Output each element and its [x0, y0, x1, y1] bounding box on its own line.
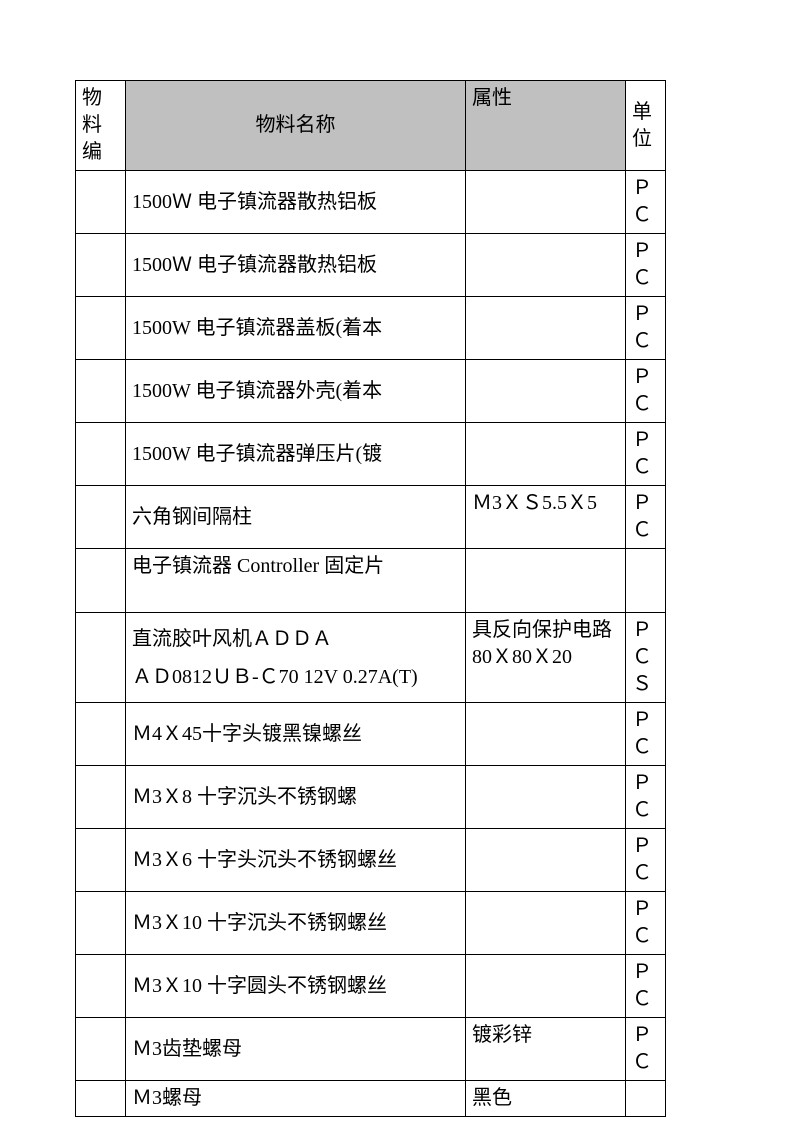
- cell-attr: [466, 892, 626, 955]
- table-row: 1500W 电子镇流器弹压片(镀 ＰＣ: [76, 423, 666, 486]
- cell-attr: [466, 955, 626, 1018]
- cell-name: 1500W 电子镇流器外壳(着本: [126, 360, 466, 423]
- cell-attr: [466, 171, 626, 234]
- cell-code: [76, 171, 126, 234]
- cell-unit: ＰＣ: [626, 234, 666, 297]
- cell-code: [76, 955, 126, 1018]
- cell-name: Ｍ3Ｘ6 十字头沉头不锈钢螺丝: [126, 829, 466, 892]
- cell-unit: ＰＣ: [626, 297, 666, 360]
- cell-attr: [466, 423, 626, 486]
- table-row: Ｍ4Ｘ45十字头镀黑镍螺丝 ＰＣ: [76, 703, 666, 766]
- materials-table: 物料编 物料名称 属性 单位 1500Ｗ 电子镇流器散热铝板 ＰＣ 1500Ｗ …: [75, 80, 666, 1117]
- table-row: Ｍ3齿垫螺母 镀彩锌 ＰＣ: [76, 1018, 666, 1081]
- materials-table-container: 物料编 物料名称 属性 单位 1500Ｗ 电子镇流器散热铝板 ＰＣ 1500Ｗ …: [75, 80, 665, 1117]
- table-row: 1500W 电子镇流器盖板(着本 ＰＣ: [76, 297, 666, 360]
- table-row: Ｍ3Ｘ10 十字圆头不锈钢螺丝 ＰＣ: [76, 955, 666, 1018]
- table-row: Ｍ3Ｘ6 十字头沉头不锈钢螺丝 ＰＣ: [76, 829, 666, 892]
- cell-unit: ＰＣ: [626, 703, 666, 766]
- table-row: Ｍ3Ｘ10 十字沉头不锈钢螺丝 ＰＣ: [76, 892, 666, 955]
- cell-unit: ＰＣ: [626, 1018, 666, 1081]
- cell-attr: 具反向保护电路 80Ｘ80Ｘ20: [466, 613, 626, 703]
- table-row: 1500W 电子镇流器外壳(着本 ＰＣ: [76, 360, 666, 423]
- col-header-code: 物料编: [76, 81, 126, 171]
- cell-attr: [466, 234, 626, 297]
- cell-attr: [466, 297, 626, 360]
- cell-unit: ＰＣ: [626, 829, 666, 892]
- cell-code: [76, 892, 126, 955]
- col-header-attr: 属性: [466, 81, 626, 171]
- cell-code: [76, 766, 126, 829]
- cell-unit: [626, 1081, 666, 1117]
- table-header-row: 物料编 物料名称 属性 单位: [76, 81, 666, 171]
- cell-code: [76, 234, 126, 297]
- table-row: Ｍ3Ｘ8 十字沉头不锈钢螺 ＰＣ: [76, 766, 666, 829]
- table-body: 1500Ｗ 电子镇流器散热铝板 ＰＣ 1500Ｗ 电子镇流器散热铝板 ＰＣ 15…: [76, 171, 666, 1117]
- col-header-unit: 单位: [626, 81, 666, 171]
- cell-code: [76, 613, 126, 703]
- cell-attr: [466, 549, 626, 613]
- cell-unit: ＰＣ: [626, 423, 666, 486]
- cell-unit: ＰＣＳ: [626, 613, 666, 703]
- cell-attr: [466, 766, 626, 829]
- cell-code: [76, 703, 126, 766]
- cell-name: Ｍ3齿垫螺母: [126, 1018, 466, 1081]
- cell-name: Ｍ3Ｘ10 十字沉头不锈钢螺丝: [126, 892, 466, 955]
- cell-attr: [466, 360, 626, 423]
- cell-name: 1500Ｗ 电子镇流器散热铝板: [126, 234, 466, 297]
- cell-unit: ＰＣ: [626, 955, 666, 1018]
- cell-code: [76, 1081, 126, 1117]
- cell-attr: [466, 829, 626, 892]
- cell-name: 六角钢间隔柱: [126, 486, 466, 549]
- cell-name: Ｍ3Ｘ8 十字沉头不锈钢螺: [126, 766, 466, 829]
- cell-unit: ＰＣ: [626, 892, 666, 955]
- table-row: 1500Ｗ 电子镇流器散热铝板 ＰＣ: [76, 234, 666, 297]
- table-row: Ｍ3螺母 黑色: [76, 1081, 666, 1117]
- cell-unit: ＰＣ: [626, 486, 666, 549]
- cell-name: Ｍ3螺母: [126, 1081, 466, 1117]
- cell-code: [76, 1018, 126, 1081]
- cell-unit: ＰＣ: [626, 360, 666, 423]
- cell-unit: ＰＣ: [626, 766, 666, 829]
- table-row: 直流胶叶风机ＡＤＤＡ ＡＤ0812ＵＢ-Ｃ70 12V 0.27A(T) 具反向…: [76, 613, 666, 703]
- table-row: 电子镇流器 Controller 固定片: [76, 549, 666, 613]
- cell-name: 电子镇流器 Controller 固定片: [126, 549, 466, 613]
- cell-attr: 黑色: [466, 1081, 626, 1117]
- cell-unit: [626, 549, 666, 613]
- cell-name: 1500Ｗ 电子镇流器散热铝板: [126, 171, 466, 234]
- cell-code: [76, 297, 126, 360]
- cell-attr: [466, 703, 626, 766]
- cell-name: 1500W 电子镇流器盖板(着本: [126, 297, 466, 360]
- cell-name: 1500W 电子镇流器弹压片(镀: [126, 423, 466, 486]
- col-header-name: 物料名称: [126, 81, 466, 171]
- cell-unit: ＰＣ: [626, 171, 666, 234]
- cell-attr: Ｍ3ＸＳ5.5Ｘ5: [466, 486, 626, 549]
- cell-code: [76, 360, 126, 423]
- table-row: 六角钢间隔柱 Ｍ3ＸＳ5.5Ｘ5 ＰＣ: [76, 486, 666, 549]
- cell-name: Ｍ3Ｘ10 十字圆头不锈钢螺丝: [126, 955, 466, 1018]
- cell-name: Ｍ4Ｘ45十字头镀黑镍螺丝: [126, 703, 466, 766]
- cell-code: [76, 829, 126, 892]
- cell-code: [76, 549, 126, 613]
- cell-attr: 镀彩锌: [466, 1018, 626, 1081]
- table-row: 1500Ｗ 电子镇流器散热铝板 ＰＣ: [76, 171, 666, 234]
- cell-code: [76, 486, 126, 549]
- cell-code: [76, 423, 126, 486]
- cell-name: 直流胶叶风机ＡＤＤＡ ＡＤ0812ＵＢ-Ｃ70 12V 0.27A(T): [126, 613, 466, 703]
